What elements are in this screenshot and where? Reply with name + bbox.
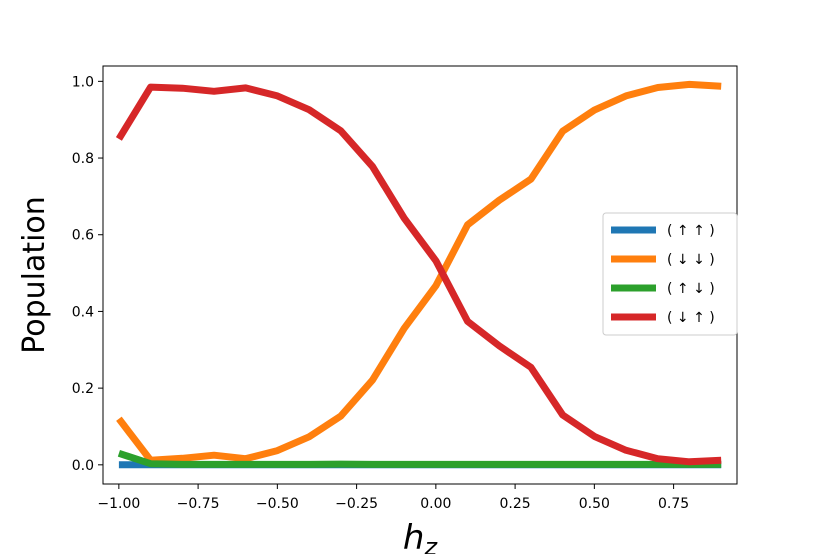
legend-label-0: ( ↑ ↑ ): [667, 223, 715, 239]
x-tick-label: 0.25: [500, 496, 531, 512]
y-axis-label: Population: [17, 196, 52, 354]
legend-label-1: ( ↓ ↓ ): [667, 252, 715, 268]
series-line-1: [116, 80, 722, 464]
series-line-3: [115, 83, 722, 466]
x-tick-label: −0.75: [177, 496, 220, 512]
y-tick-label: 0.4: [72, 304, 94, 320]
x-tick-label: 0.00: [420, 496, 451, 512]
x-axis-label: hz: [403, 518, 439, 554]
y-tick-label: 1.0: [72, 74, 94, 90]
legend-box: [602, 212, 738, 336]
legend-label-3: ( ↓ ↑ ): [667, 310, 715, 326]
x-axis-ticks: −1.00 −0.75 −0.50 −0.25 0.00 0.25 0.50 0.75: [97, 484, 689, 512]
x-tick-label: 0.75: [658, 496, 689, 512]
y-tick-label: 0.8: [72, 151, 94, 167]
y-tick-label: 0.2: [72, 381, 94, 397]
series-line-2: [117, 449, 722, 468]
legend-label-2: ( ↑ ↓ ): [667, 281, 715, 297]
series-layer: [115, 80, 722, 469]
legend: ( ↑ ↑ ) ( ↓ ↓ ) ( ↑ ↓ ) ( ↓ ↑ ): [602, 212, 738, 336]
x-tick-label: 0.50: [579, 496, 610, 512]
y-tick-label: 0.6: [72, 228, 94, 244]
x-tick-label: −0.50: [256, 496, 299, 512]
x-tick-label: −0.25: [335, 496, 378, 512]
y-tick-label: 0.0: [72, 458, 94, 474]
y-axis-ticks: 0.0 0.2 0.4 0.6 0.8 1.0: [72, 74, 103, 474]
x-tick-label: −1.00: [97, 496, 140, 512]
